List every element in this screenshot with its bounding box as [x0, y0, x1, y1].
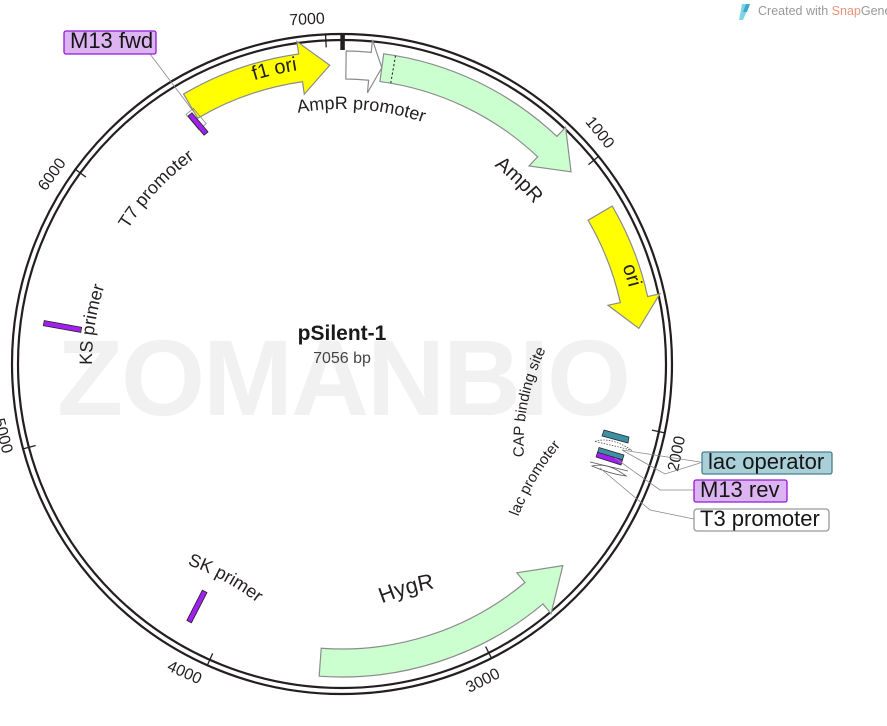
svg-text:M13 rev: M13 rev — [700, 477, 779, 502]
svg-text:3000: 3000 — [463, 665, 503, 696]
svg-text:Created with SnapGene®: Created with SnapGene® — [758, 4, 887, 18]
svg-text:lac operator: lac operator — [708, 449, 824, 474]
svg-text:7056 bp: 7056 bp — [313, 350, 371, 367]
svg-text:SK primer: SK primer — [186, 550, 267, 606]
svg-text:T7 promoter: T7 promoter — [114, 145, 197, 231]
svg-text:5000: 5000 — [0, 417, 15, 456]
svg-text:T3 promoter: T3 promoter — [700, 506, 820, 531]
svg-text:6000: 6000 — [35, 155, 70, 194]
svg-text:4000: 4000 — [165, 658, 205, 688]
svg-text:M13 fwd: M13 fwd — [70, 28, 153, 53]
svg-text:pSilent-1: pSilent-1 — [298, 322, 387, 345]
svg-text:1000: 1000 — [582, 114, 618, 152]
svg-text:7000: 7000 — [289, 10, 325, 29]
svg-text:2000: 2000 — [665, 434, 689, 472]
svg-text:HygR: HygR — [375, 569, 436, 608]
svg-text:AmpR promoter: AmpR promoter — [296, 93, 429, 126]
